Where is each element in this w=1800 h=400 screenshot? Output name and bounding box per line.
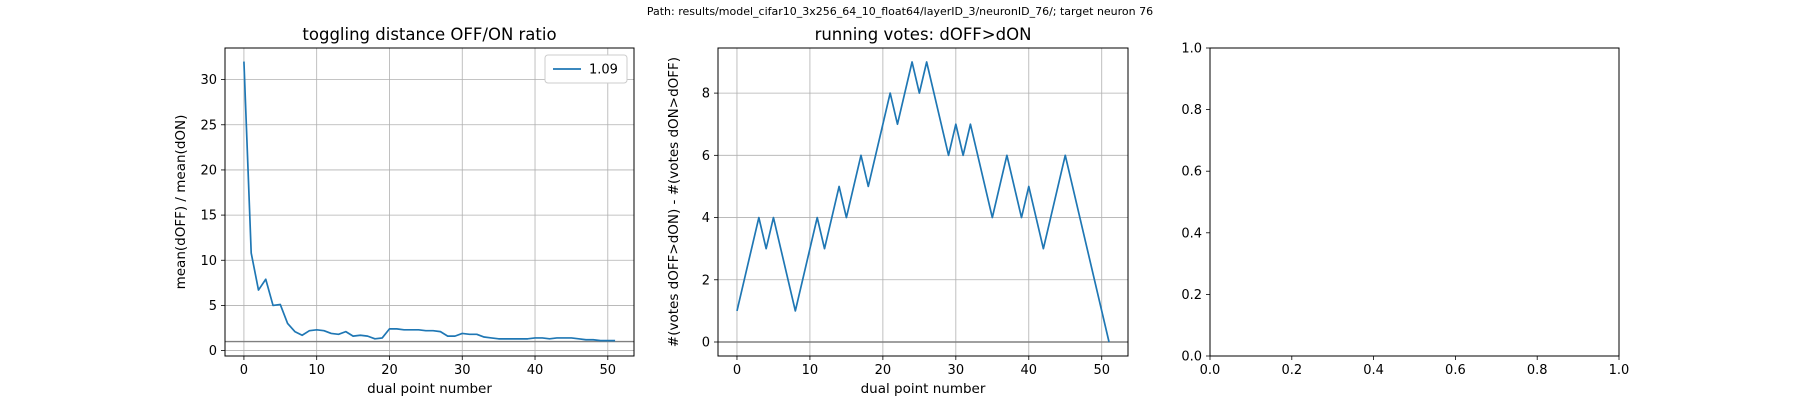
axes-votes-chart: 0 10 20 30 40 50 0 2 4 6 8 running votes: dOFF>dON… [666, 25, 1129, 397]
ratio-axes-frame [224, 47, 635, 357]
votes-x-tick-label: 20 [875, 363, 892, 378]
empty-x-tick-label: 1.0 [1609, 363, 1630, 378]
votes-axes-frame [717, 47, 1129, 357]
empty-x-tick-label: 0.4 [1363, 363, 1384, 378]
ratio-y-tick-label: 0 [209, 344, 217, 359]
empty-ticks: 0.0 0.2 0.4 0.6 0.8 1.0 0.0 0.2 0.4 0.6 0.8 1.0 [1181, 42, 1629, 379]
votes-y-tick-label: 8 [702, 87, 710, 102]
empty-y-tick-label: 0.0 [1181, 350, 1202, 365]
votes-y-tick-label: 6 [702, 149, 710, 164]
votes-x-axis-label: dual point number [861, 381, 986, 397]
votes-chart-title: running votes: dOFF>dON [815, 25, 1032, 44]
empty-y-tick-label: 0.4 [1181, 226, 1202, 241]
empty-y-tick-label: 0.8 [1181, 103, 1202, 118]
ratio-x-tick-label: 50 [600, 363, 617, 378]
empty-x-tick-label: 0.0 [1200, 363, 1221, 378]
votes-y-axis-label: #(votes dOFF>dON) - #(votes dON>dOFF) [666, 57, 682, 347]
votes-y-tick-label: 0 [702, 336, 710, 351]
votes-x-tick-label: 50 [1093, 363, 1110, 378]
votes-x-tick-label: 40 [1021, 363, 1038, 378]
ratio-legend-box [544, 54, 628, 84]
ratio-y-tick-label: 25 [200, 118, 217, 133]
ratio-legend: 1.09 [544, 54, 628, 84]
ratio-series-layer [243, 61, 616, 342]
ratio-legend-label: 1.09 [589, 63, 618, 78]
empty-x-tick-label: 0.2 [1281, 363, 1302, 378]
empty-y-tick-label: 0.2 [1181, 288, 1202, 303]
figure-suptitle: Path: results/model_cifar10_3x256_64_10_… [647, 5, 1153, 18]
ratio-y-axis-label: mean(dOFF) / mean(dON) [173, 115, 189, 290]
empty-y-tick-label: 1.0 [1181, 42, 1202, 57]
votes-y-tick-label: 4 [702, 211, 710, 226]
ratio-y-tick-label: 15 [200, 209, 217, 224]
votes-series-layer [736, 61, 1110, 343]
votes-x-tick-label: 30 [948, 363, 965, 378]
votes-y-tick-label: 2 [702, 273, 710, 288]
votes-ticks: 0 10 20 30 40 50 0 2 4 6 8 [702, 87, 1110, 378]
ratio-series-line [243, 61, 616, 342]
empty-y-tick-label: 0.6 [1181, 165, 1202, 180]
ratio-y-tick-label: 10 [200, 254, 217, 269]
ratio-y-tick-label: 5 [209, 299, 217, 314]
ratio-y-tick-label: 30 [200, 73, 217, 88]
ratio-chart-title: toggling distance OFF/ON ratio [302, 25, 556, 44]
ratio-ticks: 0 10 20 30 40 50 0 5 10 15 20 25 30 [200, 73, 616, 378]
ratio-y-tick-label: 20 [200, 163, 217, 178]
empty-x-tick-label: 0.6 [1445, 363, 1466, 378]
ratio-x-tick-label: 20 [381, 363, 398, 378]
votes-series-line [736, 61, 1110, 343]
empty-axes-frame [1209, 47, 1620, 357]
ratio-x-tick-label: 0 [240, 363, 248, 378]
empty-x-tick-label: 0.8 [1527, 363, 1548, 378]
votes-x-tick-label: 0 [733, 363, 741, 378]
axes-empty-chart: 0.0 0.2 0.4 0.6 0.8 1.0 0.0 0.2 0.4 0.6 0.8 1.0 [1181, 42, 1629, 379]
ratio-x-tick-label: 40 [527, 363, 544, 378]
votes-x-tick-label: 10 [802, 363, 819, 378]
axes-ratio-chart: 0 10 20 30 40 50 0 5 10 15 20 25 30 1.09 toggling di… [173, 25, 635, 397]
ratio-x-axis-label: dual point number [367, 381, 492, 397]
ratio-x-tick-label: 10 [308, 363, 325, 378]
ratio-x-tick-label: 30 [454, 363, 471, 378]
